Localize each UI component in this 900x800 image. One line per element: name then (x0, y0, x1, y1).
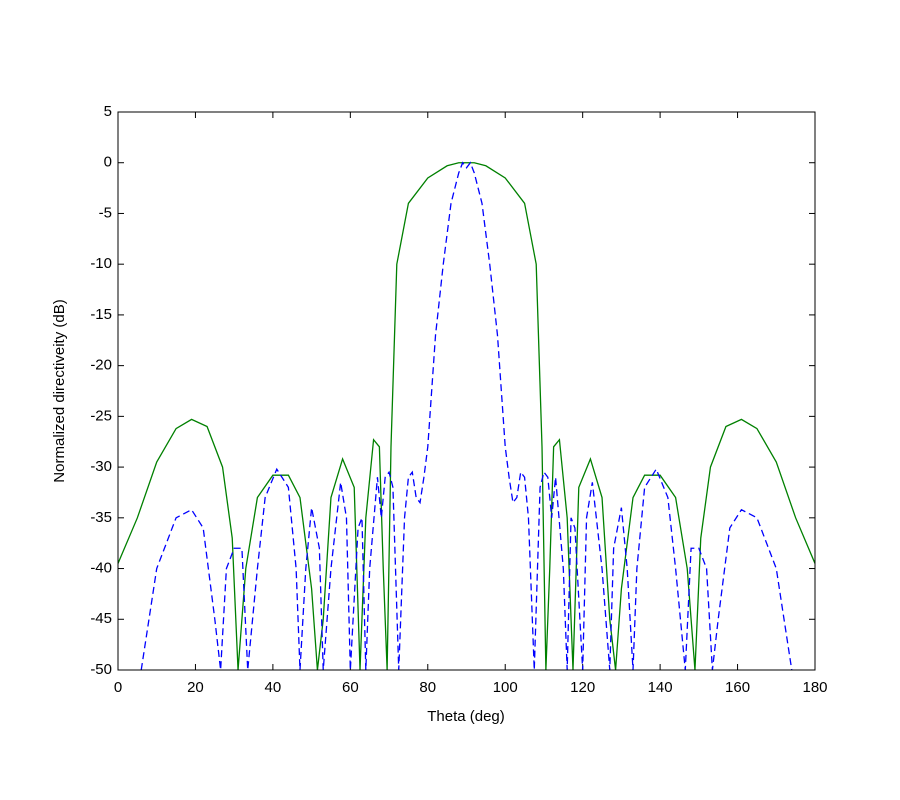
x-tick-label: 60 (342, 679, 359, 696)
y-tick-label: 0 (104, 154, 112, 171)
y-tick-label: -20 (90, 357, 112, 374)
x-tick-label: 40 (265, 679, 282, 696)
y-tick-label: -35 (90, 509, 112, 526)
y-tick-label: -15 (90, 306, 112, 323)
data-line (140, 161, 793, 670)
x-tick-label: 20 (187, 679, 204, 696)
x-tick-label: 120 (570, 679, 595, 696)
x-tick-label: 100 (493, 679, 518, 696)
y-tick-label: -40 (90, 560, 112, 577)
y-tick-label: 5 (104, 103, 112, 120)
y-tick-label: -10 (90, 255, 112, 272)
data-line (118, 162, 815, 670)
y-tick-label: -50 (90, 661, 112, 678)
y-axis-label: Normalized directiveity (dB) (51, 299, 68, 482)
y-tick-label: -30 (90, 458, 112, 475)
x-tick-label: 140 (648, 679, 673, 696)
y-tick-label: -45 (90, 610, 112, 627)
plot-frame (117, 111, 816, 671)
x-tick-label: 160 (725, 679, 750, 696)
x-tick-label: 0 (114, 679, 122, 696)
x-axis-label: Theta (deg) (427, 708, 505, 725)
x-tick-label: 180 (802, 679, 827, 696)
y-tick-label: -25 (90, 407, 112, 424)
y-tick-label: -5 (99, 204, 112, 221)
x-tick-label: 80 (419, 679, 436, 696)
